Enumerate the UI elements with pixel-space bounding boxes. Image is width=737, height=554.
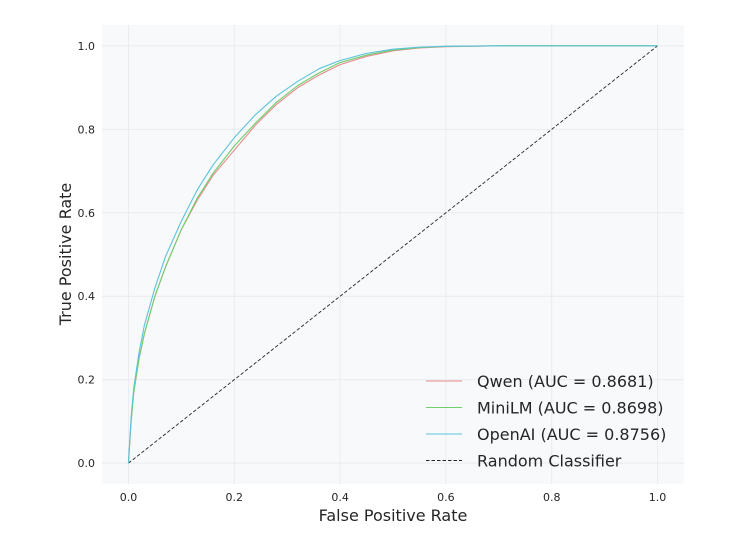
legend-label: Random Classifier [477,452,622,471]
y-tick-label: 0.0 [78,457,96,470]
grid-lines [102,25,684,484]
x-tick-label: 0.2 [226,491,244,504]
series-line-random [128,45,658,464]
y-tick-label: 0.4 [78,290,96,303]
tick-labels: 0.0 0.2 0.4 0.6 0.8 1.0 0.0 0.2 0.4 0.6 0.8 1.0 [78,40,667,504]
x-tick-label: 0.4 [331,491,349,504]
x-tick-label: 0.0 [120,491,138,504]
legend-label: OpenAI (AUC = 0.8756) [477,425,666,444]
y-tick-label: 0.8 [78,123,96,136]
x-tick-label: 0.6 [437,491,455,504]
legend-label: MiniLM (AUC = 0.8698) [477,399,664,418]
y-tick-label: 0.2 [78,374,96,387]
y-tick-label: 1.0 [78,40,96,53]
x-axis-label: False Positive Rate [319,506,468,525]
series-line-openai [127,45,658,464]
x-tick-label: 0.8 [543,491,561,504]
y-axis-label: True Positive Rate [56,183,75,327]
y-tick-label: 0.6 [78,207,96,220]
series-lines [127,45,658,464]
legend: Qwen (AUC = 0.8681) MiniLM (AUC = 0.8698)… [426,372,666,471]
legend-label: Qwen (AUC = 0.8681) [477,372,654,391]
x-tick-label: 1.0 [649,491,667,504]
